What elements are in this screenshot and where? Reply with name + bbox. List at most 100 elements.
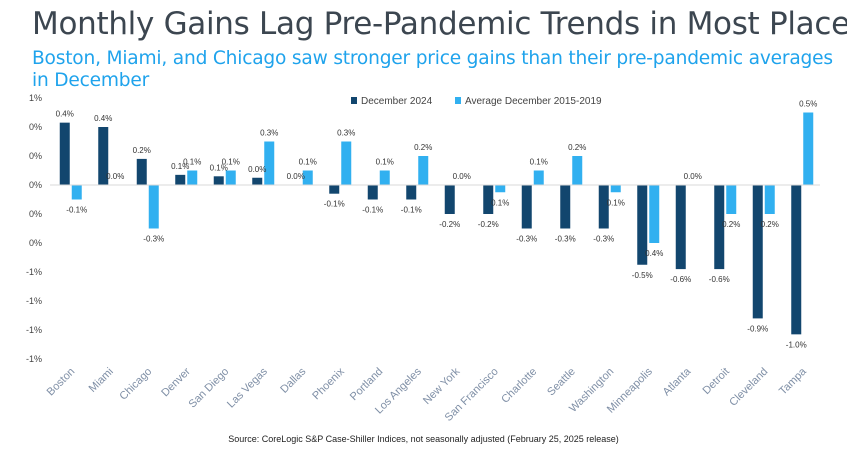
bar-miami-dec-2024 bbox=[98, 127, 109, 185]
bar-san-francisco-avg-2015-2019 bbox=[495, 185, 506, 193]
bar-washington-avg-2015-2019 bbox=[610, 185, 621, 193]
bar-san-francisco-dec-2024 bbox=[483, 185, 494, 214]
bar-washington-dec-2024 bbox=[598, 185, 609, 229]
data-label-las-vegas-dec-2024: 0.0% bbox=[248, 165, 266, 174]
data-label-boston-dec-2024: 0.4% bbox=[56, 110, 74, 119]
category-label-phoenix: Phoenix bbox=[310, 365, 347, 402]
chart-title: Monthly Gains Lag Pre-Pandemic Trends in… bbox=[32, 6, 847, 42]
source-note: Source: CoreLogic S&P Case-Shiller Indic… bbox=[228, 434, 619, 444]
bar-las-vegas-dec-2024 bbox=[252, 177, 263, 185]
bar-denver-avg-2015-2019 bbox=[187, 170, 198, 185]
data-label-chicago-dec-2024: 0.2% bbox=[133, 146, 151, 155]
chart-subtitle: Boston, Miami, and Chicago saw stronger … bbox=[32, 48, 833, 91]
y-tick-label: -1% bbox=[26, 296, 42, 306]
data-label-miami-dec-2024: 0.4% bbox=[94, 114, 112, 123]
bars bbox=[59, 112, 814, 335]
category-label-denver: Denver bbox=[159, 365, 193, 399]
category-label-san-diego: San Diego bbox=[187, 366, 232, 411]
y-tick-label: -1% bbox=[26, 325, 42, 335]
data-label-atlanta-dec-2024: -0.6% bbox=[670, 275, 691, 284]
category-label-chicago: Chicago bbox=[117, 366, 154, 403]
bar-charlotte-avg-2015-2019 bbox=[533, 170, 544, 185]
y-tick-label: -1% bbox=[26, 354, 42, 364]
legend-label-average-december: Average December 2015-2019 bbox=[465, 96, 602, 107]
bar-dallas-avg-2015-2019 bbox=[302, 170, 313, 185]
bar-tampa-dec-2024 bbox=[791, 185, 802, 335]
bar-los-angeles-avg-2015-2019 bbox=[418, 156, 429, 185]
bar-detroit-dec-2024 bbox=[714, 185, 725, 270]
data-label-seattle-dec-2024: -0.3% bbox=[555, 235, 576, 244]
data-label-san-diego-dec-2024: 0.1% bbox=[210, 163, 228, 172]
bar-cleveland-avg-2015-2019 bbox=[764, 185, 775, 214]
category-label-cleveland: Cleveland bbox=[727, 366, 770, 409]
legend-swatch-december-2024 bbox=[351, 97, 357, 104]
bar-portland-avg-2015-2019 bbox=[379, 170, 390, 185]
bar-seattle-avg-2015-2019 bbox=[572, 156, 583, 185]
bar-los-angeles-dec-2024 bbox=[406, 185, 417, 200]
bar-new-york-dec-2024 bbox=[444, 185, 455, 214]
bar-portland-dec-2024 bbox=[367, 185, 378, 200]
y-tick-label: 0% bbox=[29, 122, 42, 132]
category-label-miami: Miami bbox=[87, 366, 116, 395]
category-label-seattle: Seattle bbox=[545, 366, 578, 399]
data-label-portland-avg-2015-2019: 0.1% bbox=[376, 158, 394, 167]
data-label-washington-dec-2024: -0.3% bbox=[593, 235, 614, 244]
data-label-san-diego-avg-2015-2019: 0.1% bbox=[222, 158, 240, 167]
y-tick-label: 0% bbox=[29, 180, 42, 190]
data-label-boston-avg-2015-2019: -0.1% bbox=[66, 206, 87, 215]
data-label-las-vegas-avg-2015-2019: 0.3% bbox=[260, 129, 278, 138]
data-label-chicago-avg-2015-2019: -0.3% bbox=[143, 235, 164, 244]
bar-las-vegas-avg-2015-2019 bbox=[264, 141, 275, 185]
y-tick-label: 1% bbox=[29, 93, 42, 103]
bar-cleveland-dec-2024 bbox=[752, 185, 763, 319]
data-label-dallas-avg-2015-2019: 0.1% bbox=[299, 158, 317, 167]
data-label-tampa-avg-2015-2019: 0.5% bbox=[799, 100, 817, 109]
category-label-boston: Boston bbox=[45, 366, 78, 399]
data-label-charlotte-avg-2015-2019: 0.1% bbox=[530, 158, 548, 167]
data-label-portland-dec-2024: -0.1% bbox=[362, 206, 383, 215]
bar-tampa-avg-2015-2019 bbox=[803, 112, 814, 185]
data-label-san-francisco-avg-2015-2019: 0.1% bbox=[491, 198, 509, 207]
data-label-detroit-dec-2024: -0.6% bbox=[709, 275, 730, 284]
bar-charlotte-dec-2024 bbox=[521, 185, 532, 229]
bar-san-diego-dec-2024 bbox=[213, 176, 224, 185]
data-label-miami-avg-2015-2019: 0.0% bbox=[106, 172, 124, 181]
data-label-seattle-avg-2015-2019: 0.2% bbox=[568, 143, 586, 152]
data-label-denver-avg-2015-2019: 0.1% bbox=[183, 158, 201, 167]
bar-phoenix-avg-2015-2019 bbox=[341, 141, 352, 185]
data-label-minneapolis-dec-2024: -0.5% bbox=[632, 271, 653, 280]
category-label-las-vegas: Las Vegas bbox=[225, 365, 270, 410]
data-label-cleveland-dec-2024: -0.9% bbox=[747, 324, 768, 333]
data-label-new-york-avg-2015-2019: 0.0% bbox=[453, 172, 471, 181]
y-tick-label: 0% bbox=[29, 238, 42, 248]
category-label-tampa: Tampa bbox=[777, 365, 809, 397]
category-label-detroit: Detroit bbox=[700, 366, 731, 397]
y-tick-label: 0% bbox=[29, 151, 42, 161]
data-label-minneapolis-avg-2015-2019: 0.4% bbox=[645, 249, 663, 258]
bar-seattle-dec-2024 bbox=[560, 185, 571, 229]
y-tick-label: 0% bbox=[29, 209, 42, 219]
data-label-phoenix-avg-2015-2019: 0.3% bbox=[337, 129, 355, 138]
bar-denver-dec-2024 bbox=[175, 174, 186, 185]
data-label-charlotte-dec-2024: -0.3% bbox=[516, 235, 537, 244]
data-label-denver-dec-2024: 0.1% bbox=[171, 162, 189, 171]
bar-boston-dec-2024 bbox=[59, 122, 70, 185]
category-label-dallas: Dallas bbox=[278, 365, 308, 395]
legend-label-december-2024: December 2024 bbox=[361, 96, 433, 107]
bar-phoenix-dec-2024 bbox=[329, 185, 340, 194]
data-label-los-angeles-dec-2024: -0.1% bbox=[401, 206, 422, 215]
legend-swatch-average-december bbox=[455, 97, 461, 104]
bar-minneapolis-dec-2024 bbox=[637, 185, 648, 265]
bar-san-diego-avg-2015-2019 bbox=[225, 170, 236, 185]
bar-chicago-dec-2024 bbox=[136, 158, 147, 185]
data-label-dallas-dec-2024: 0.0% bbox=[287, 172, 305, 181]
data-label-los-angeles-avg-2015-2019: 0.2% bbox=[414, 143, 432, 152]
bar-minneapolis-avg-2015-2019 bbox=[649, 185, 660, 243]
data-labels: 0.4%-0.1%0.4%0.0%0.2%-0.3%0.1%0.1%0.1%0.… bbox=[56, 100, 818, 350]
data-label-washington-avg-2015-2019: 0.1% bbox=[607, 198, 625, 207]
data-label-detroit-avg-2015-2019: 0.2% bbox=[722, 220, 740, 229]
category-label-portland: Portland bbox=[348, 366, 385, 403]
legend: December 2024 Average December 2015-2019 bbox=[351, 96, 602, 107]
